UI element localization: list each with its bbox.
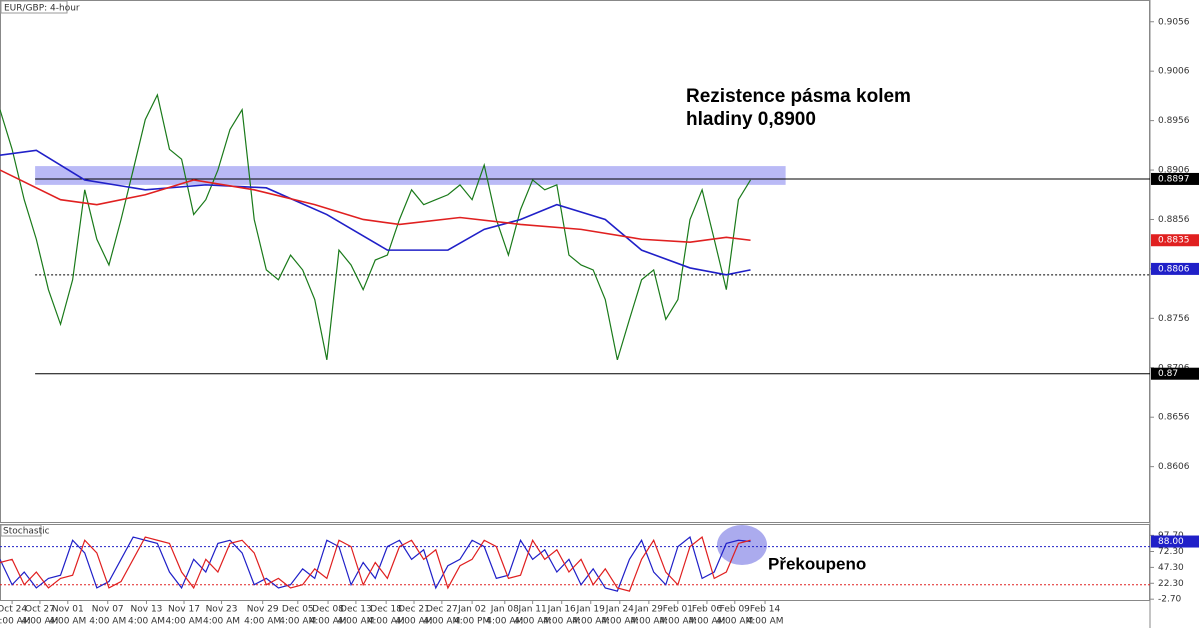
x-time-label: 4:00 AM — [279, 617, 316, 627]
x-tick-label: Feb 06 — [692, 605, 723, 615]
x-time-label: 4:00 AM — [423, 617, 460, 627]
x-tick-label: Dec 05 — [282, 605, 314, 615]
price-label-box — [1151, 234, 1199, 247]
x-tick-label: Nov 29 — [247, 605, 279, 615]
x-tick-label: Jan 16 — [547, 605, 576, 615]
x-tick-label: Dec 27 — [426, 605, 458, 615]
annotation: hladiny 0,8900 — [686, 109, 816, 130]
y-tick-label: 47.30 — [1158, 563, 1184, 573]
y-tick-label: 0.9006 — [1158, 67, 1190, 77]
x-time-label: 4:00 AM — [543, 617, 580, 627]
x-time-label: 4:00 PM — [454, 617, 490, 627]
x-tick-label: Dec 08 — [312, 605, 344, 615]
x-time-label: 4:00 AM — [601, 617, 638, 627]
x-time-label: 4:00 AM — [128, 617, 165, 627]
x-tick-label: Jan 19 — [576, 605, 605, 615]
y-tick-label: 0.8606 — [1158, 462, 1190, 472]
y-tick-label: 22.30 — [1158, 579, 1184, 589]
x-time-label: 4:00 AM — [21, 617, 58, 627]
x-tick-label: Dec 13 — [340, 605, 372, 615]
x-tick-label: Nov 17 — [168, 605, 200, 615]
x-tick-label: Oct 27 — [25, 605, 55, 615]
price-label: 0.8806 — [1158, 264, 1190, 274]
x-tick-label: Nov 07 — [92, 605, 124, 615]
x-time-label: 4:00 AM — [572, 617, 609, 627]
x-tick-label: Jan 02 — [457, 605, 486, 615]
x-tick-label: Jan 08 — [490, 605, 519, 615]
x-time-label: 4:00 AM — [688, 617, 725, 627]
y-tick-label: 0.9056 — [1158, 17, 1190, 27]
price-label: 0.8835 — [1158, 236, 1190, 246]
price-label: 0.87 — [1158, 369, 1178, 379]
x-time-label: 4:00 AM — [203, 617, 240, 627]
x-tick-label: Jan 29 — [634, 605, 663, 615]
x-tick-label: Jan 24 — [605, 605, 634, 615]
x-time-label: 4:00 AM — [659, 617, 696, 627]
annotation: Překoupeno — [768, 554, 866, 573]
x-tick-label: Nov 23 — [206, 605, 238, 615]
x-time-label: 4:00 AM — [716, 617, 753, 627]
main-frame — [0, 0, 1150, 523]
y-tick-label: 0.8756 — [1158, 314, 1190, 324]
x-time-label: 4:00 AM — [244, 617, 281, 627]
x-time-label: 4:00 AM — [89, 617, 126, 627]
x-time-label: 4:00 AM — [166, 617, 203, 627]
x-time-label: 4:00 AM — [514, 617, 551, 627]
stoch-frame — [0, 524, 1150, 601]
title-box — [0, 524, 42, 537]
x-time-label: 4:00 AM — [396, 617, 433, 627]
x-tick-label: Nov 01 — [52, 605, 84, 615]
value-label-box — [1151, 535, 1199, 548]
x-tick-label: Feb 01 — [663, 605, 693, 615]
highlight-circle — [717, 525, 767, 565]
x-tick-label: Feb 09 — [720, 605, 751, 615]
x-tick-label: Dec 18 — [370, 605, 402, 615]
x-time-label: 4:00 AM — [310, 617, 347, 627]
series-line — [0, 536, 751, 592]
price-label: 0.8897 — [1158, 174, 1190, 184]
x-time-label: 4:00 AM — [630, 617, 667, 627]
annotation: Rezistence pásma kolem — [686, 86, 911, 107]
y-tick-label: 0.8656 — [1158, 413, 1190, 423]
x-time-label: 4:00 AM — [368, 617, 405, 627]
x-tick-label: Feb 14 — [750, 605, 781, 615]
panel-title: Stochastic — [3, 527, 50, 537]
x-time-label: 4:00 AM — [486, 617, 523, 627]
x-tick-label: Oct 24 — [0, 605, 27, 615]
price-label-box — [1151, 172, 1199, 185]
x-tick-label: Jan 11 — [518, 605, 547, 615]
y-tick-label: 0.8856 — [1158, 215, 1190, 225]
y-tick-label: -2.70 — [1158, 595, 1182, 605]
y-tick-label: 72.30 — [1158, 547, 1184, 557]
series-line — [0, 149, 751, 276]
resistance-band — [35, 166, 786, 185]
price-label-box — [1151, 262, 1199, 275]
y-tick-label: 0.8906 — [1158, 166, 1190, 176]
x-tick-label: Nov 13 — [131, 605, 163, 615]
y-tick-label: 0.8956 — [1158, 116, 1190, 126]
chart-title: EUR/GBP: 4-hour — [4, 4, 80, 14]
x-tick-label: Dec 21 — [398, 605, 430, 615]
series-line — [0, 536, 751, 592]
series-line — [0, 93, 752, 361]
x-time-label: 4:00 AM — [0, 617, 31, 627]
price-label-box — [1151, 367, 1199, 380]
value-label: 88.00 — [1158, 537, 1184, 547]
x-time-label: 4:00 AM — [747, 617, 784, 627]
x-time-label: 4:00 AM — [337, 617, 374, 627]
series-line — [0, 169, 751, 244]
x-time-label: 4:00 AM — [49, 617, 86, 627]
title-box — [0, 0, 68, 14]
